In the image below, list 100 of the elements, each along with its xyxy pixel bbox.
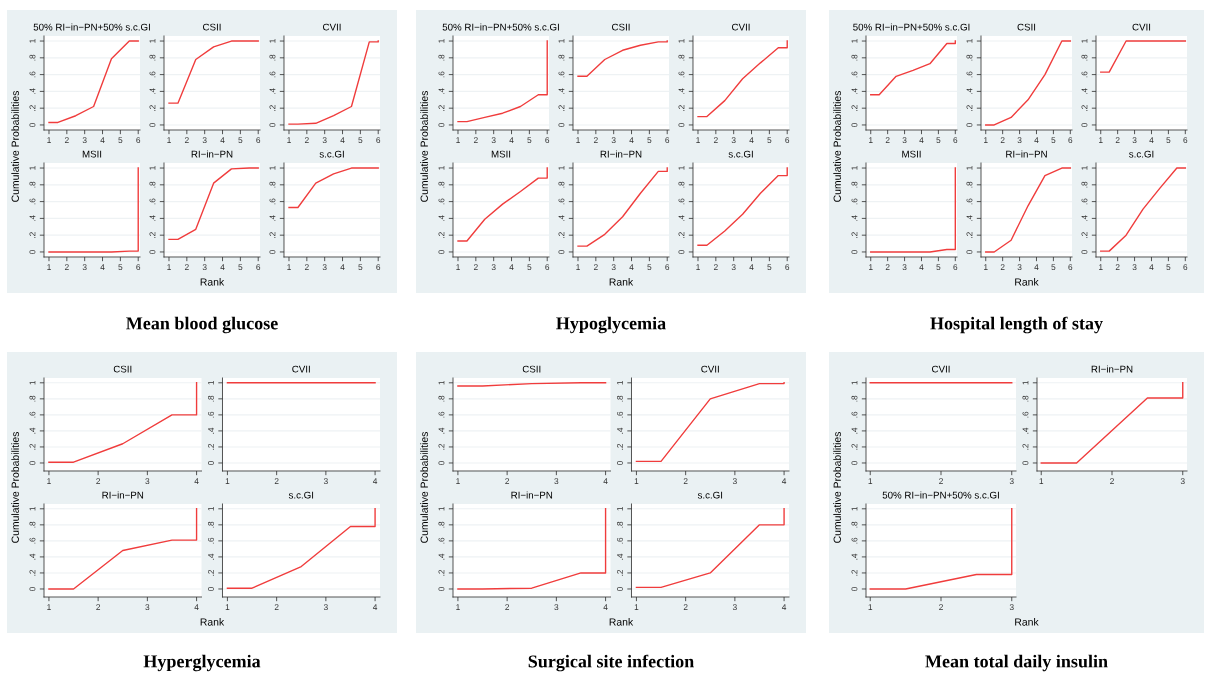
y-tick-label: .6 — [851, 198, 858, 205]
chart-title: CVII — [732, 23, 750, 31]
y-tick-label: .4 — [966, 215, 973, 222]
x-tick-label: 4 — [100, 137, 105, 143]
y-tick-label: .4 — [29, 553, 36, 560]
x-tick-label: 1 — [696, 137, 700, 143]
y-tick-label: .6 — [678, 71, 685, 78]
y-tick-label: .2 — [678, 105, 685, 111]
x-tick-label: 6 — [136, 264, 141, 271]
chart-title: CSII — [612, 23, 630, 31]
y-tick-label: .2 — [438, 105, 445, 111]
x-tick-label: 3 — [322, 264, 327, 271]
chart-title: 50% RI−in−PN+50% s.c.GI — [442, 23, 559, 31]
x-tick-label: 1 — [868, 604, 873, 610]
x-tick-label: 1 — [456, 604, 460, 610]
y-tick-label: .6 — [1081, 71, 1088, 78]
line-series — [48, 40, 139, 124]
y-tick-label: .8 — [149, 54, 156, 61]
x-tick-label: 1 — [1099, 264, 1103, 270]
y-tick-label: .4 — [1081, 215, 1088, 222]
x-tick-label: 4 — [629, 264, 634, 270]
x-tick-label: 2 — [1115, 137, 1120, 143]
y-tick-label: .6 — [1081, 198, 1088, 205]
x-tick-label: 3 — [1180, 478, 1185, 485]
x-tick-label: 2 — [304, 137, 309, 143]
x-tick-label: 4 — [781, 478, 787, 484]
x-tick-label: 6 — [376, 137, 381, 144]
x-axis-title: Rank — [1015, 618, 1039, 626]
x-tick-label: 5 — [767, 137, 772, 144]
y-tick-label: 0 — [438, 586, 445, 591]
y-tick-label: 0 — [149, 249, 156, 254]
y-tick-label: .4 — [29, 427, 36, 434]
y-tick-label: .4 — [149, 215, 156, 222]
x-tick-label: 3 — [611, 137, 616, 144]
y-tick-label: .8 — [617, 395, 623, 402]
y-tick-label: .6 — [438, 537, 445, 544]
y-tick-label: 0 — [678, 122, 685, 127]
y-tick-label: .6 — [851, 71, 858, 78]
y-tick-label: .8 — [208, 521, 214, 528]
x-tick-label: 6 — [665, 137, 670, 144]
x-tick-label: 1 — [868, 478, 873, 484]
x-tick-label: 5 — [238, 264, 243, 271]
chart-title: s.c.GI — [697, 491, 723, 499]
x-tick-label: 2 — [1000, 137, 1005, 143]
y-tick-label: .8 — [149, 181, 156, 188]
x-tick-label: 5 — [936, 137, 941, 144]
y-tick-label: .2 — [966, 105, 973, 111]
x-tick-label: 4 — [220, 137, 225, 143]
x-tick-label: 3 — [323, 478, 328, 485]
x-tick-label: 2 — [64, 264, 69, 270]
y-tick-label: .4 — [558, 88, 565, 95]
line-series — [168, 167, 259, 241]
text: Surgical site infection — [528, 654, 694, 672]
chart-title: MSII — [902, 150, 921, 158]
y-tick-label: 1 — [208, 506, 214, 511]
x-tick-label: 6 — [785, 264, 790, 271]
chart-title: MSII — [491, 150, 511, 158]
x-tick-label: 4 — [629, 137, 634, 143]
x-tick-label: 2 — [184, 137, 189, 143]
x-tick-label: 5 — [1166, 137, 1171, 144]
y-tick-label: .2 — [438, 569, 445, 576]
y-tick-label: .2 — [29, 232, 36, 238]
y-tick-label: 1 — [438, 380, 445, 385]
x-tick-label: 5 — [1166, 264, 1171, 271]
y-tick-label: .2 — [208, 569, 214, 576]
y-tick-label: 0 — [678, 249, 685, 254]
text: Hypoglycemia — [556, 316, 666, 334]
x-tick-label: 1 — [225, 478, 230, 484]
x-tick-label: 3 — [732, 604, 737, 611]
x-tick-label: 1 — [456, 478, 460, 484]
y-tick-label: .8 — [29, 395, 36, 402]
x-tick-label: 3 — [1017, 264, 1022, 271]
y-tick-label: .6 — [149, 71, 156, 78]
y-tick-label: .4 — [558, 215, 565, 222]
x-tick-label: 2 — [683, 478, 688, 484]
x-tick-label: 4 — [340, 137, 345, 143]
x-tick-label: 5 — [527, 137, 532, 144]
x-tick-label: 5 — [1051, 264, 1056, 271]
y-tick-label: .2 — [966, 232, 973, 238]
x-tick-label: 1 — [696, 264, 700, 270]
x-tick-label: 2 — [1115, 264, 1120, 270]
x-tick-label: 3 — [202, 264, 207, 271]
x-axis-title: Rank — [609, 278, 634, 286]
y-tick-label: .4 — [1081, 88, 1088, 95]
y-tick-label: .8 — [851, 521, 858, 528]
chart-title: RI−in−PN — [1006, 150, 1047, 158]
y-tick-label: 1 — [149, 166, 156, 170]
y-tick-label: .8 — [617, 521, 623, 528]
y-tick-label: 0 — [269, 249, 276, 254]
x-tick-label: 5 — [358, 137, 363, 144]
y-tick-label: .4 — [208, 427, 214, 434]
y-tick-label: 0 — [851, 460, 858, 465]
y-tick-label: .2 — [269, 232, 276, 238]
y-tick-label: 1 — [29, 166, 36, 170]
chart-title: CSII — [113, 365, 132, 373]
x-tick-label: 2 — [1000, 264, 1005, 270]
x-tick-label: 4 — [603, 478, 608, 484]
y-tick-label: .4 — [617, 427, 623, 434]
x-tick-label: 5 — [767, 264, 772, 271]
x-tick-label: 4 — [220, 264, 225, 270]
